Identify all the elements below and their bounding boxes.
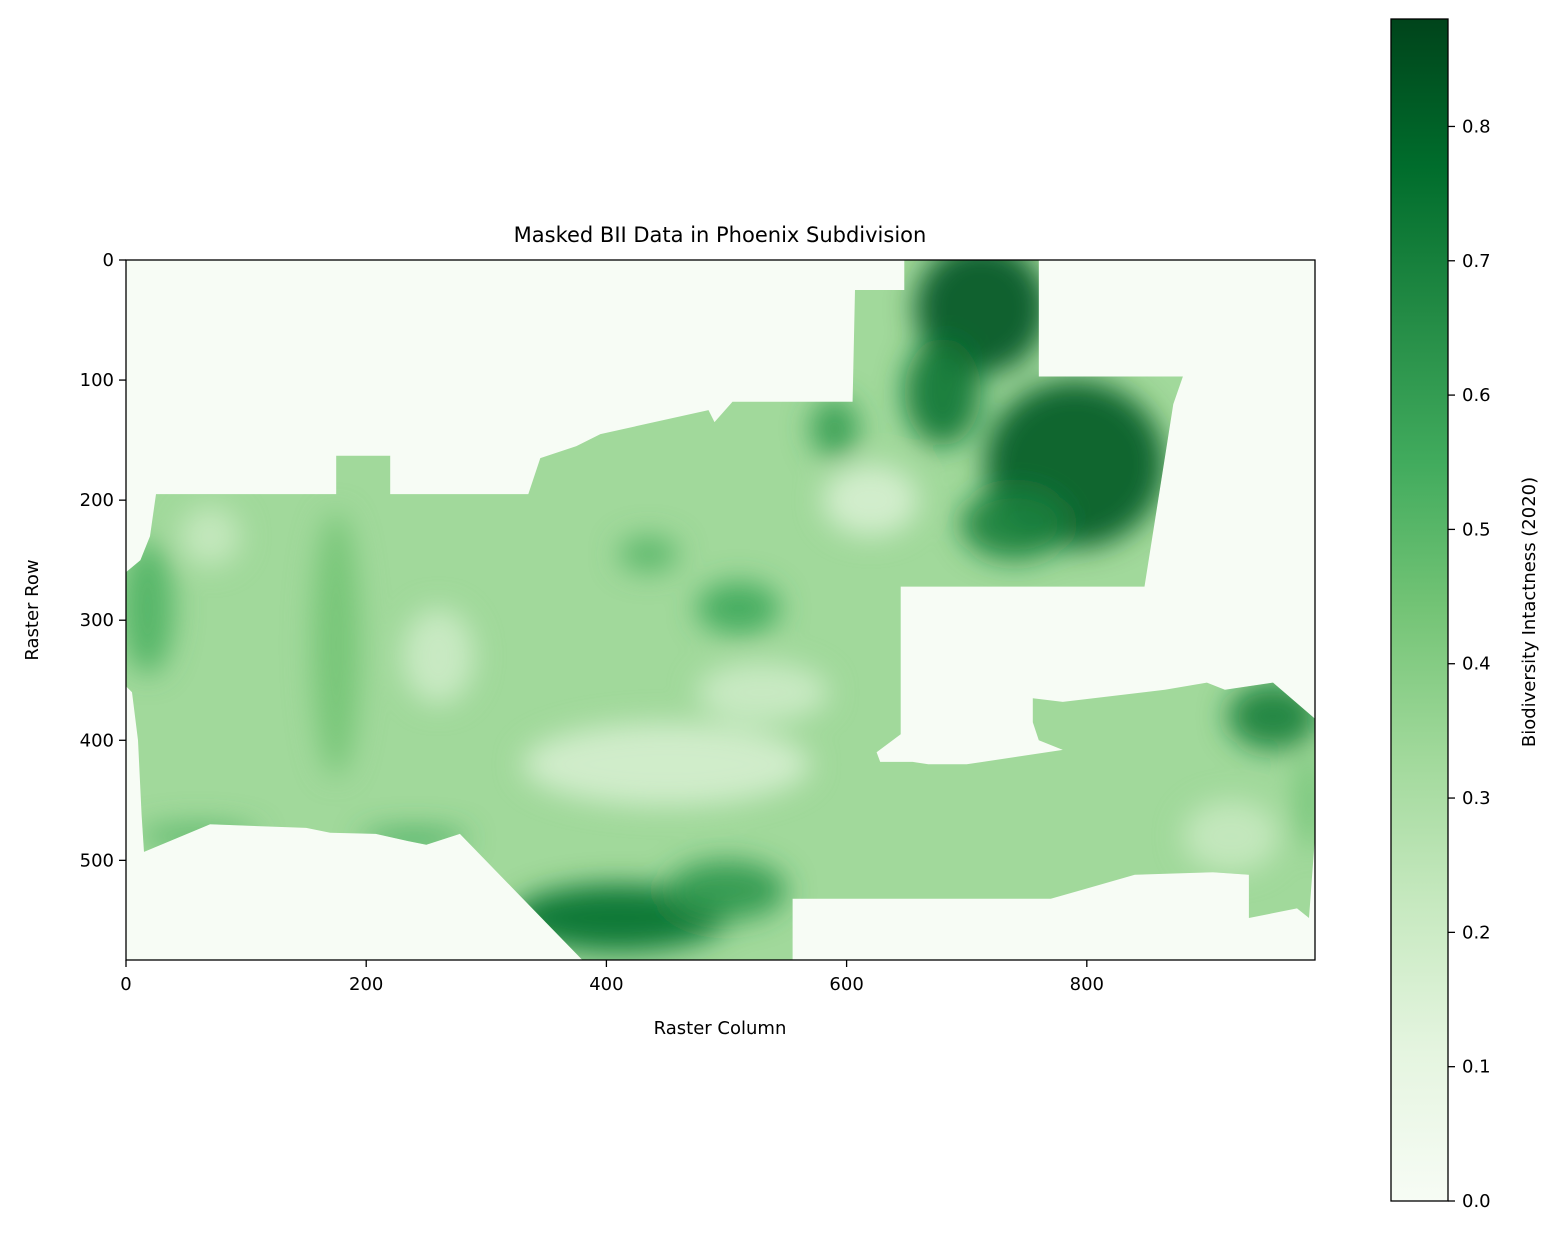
- bii-patch: [180, 506, 241, 567]
- y-axis-ticks: 0 100 200 300 400 500: [80, 250, 126, 871]
- bii-patch: [666, 860, 787, 921]
- colorbar-ticks: 0.0 0.1 0.2 0.3 0.4 0.5 0.6 0.7 0.8: [1448, 116, 1491, 1212]
- colorbar-tick-label: 0.5: [1462, 519, 1491, 540]
- bii-patch: [126, 542, 175, 675]
- bii-patch: [1182, 800, 1279, 873]
- x-tick-label: 0: [120, 974, 131, 995]
- colorbar-tick-label: 0.3: [1462, 788, 1491, 809]
- bii-patch: [810, 398, 859, 459]
- y-tick-label: 500: [80, 850, 114, 871]
- colorbar-tick-label: 0.0: [1462, 1191, 1491, 1212]
- plot-area: [126, 260, 1315, 960]
- colorbar-tick-label: 0.1: [1462, 1057, 1491, 1078]
- colorbar-tick-label: 0.7: [1462, 251, 1491, 272]
- y-tick-label: 100: [80, 370, 114, 391]
- colorbar-tick-label: 0.2: [1462, 922, 1491, 943]
- bii-patch: [960, 488, 1069, 561]
- y-tick-label: 400: [80, 730, 114, 751]
- colorbar-label: Biodiversity Intactness (2020): [1519, 477, 1540, 747]
- bii-value-patches: [126, 260, 1315, 952]
- x-axis-ticks: 0 200 400 600 800: [120, 960, 1104, 995]
- colorbar-frame: [1390, 18, 1449, 1202]
- y-tick-label: 300: [80, 610, 114, 631]
- bii-patch: [822, 464, 919, 537]
- x-tick-label: 400: [589, 974, 623, 995]
- y-axis-label: Raster Row: [22, 559, 43, 660]
- x-tick-label: 200: [349, 974, 383, 995]
- chart-title: Masked BII Data in Phoenix Subdivision: [514, 223, 927, 247]
- bii-patch: [312, 512, 361, 777]
- bii-patch: [696, 581, 781, 635]
- colorbar-tick-label: 0.6: [1462, 385, 1491, 406]
- colorbar: [1391, 19, 1448, 1201]
- bii-patch: [402, 608, 475, 705]
- bii-patch: [618, 536, 679, 573]
- x-axis-label: Raster Column: [654, 1018, 787, 1039]
- bii-patch: [696, 662, 829, 723]
- x-tick-label: 800: [1070, 974, 1104, 995]
- y-tick-label: 200: [80, 490, 114, 511]
- bii-patch: [1296, 752, 1315, 849]
- y-tick-label: 0: [103, 250, 114, 271]
- bii-patch: [904, 338, 982, 447]
- x-tick-label: 600: [829, 974, 863, 995]
- colorbar-tick-label: 0.4: [1462, 654, 1491, 675]
- bii-patch: [522, 722, 811, 807]
- colorbar-tick-label: 0.8: [1462, 116, 1491, 137]
- axes-frame: [125, 259, 1316, 961]
